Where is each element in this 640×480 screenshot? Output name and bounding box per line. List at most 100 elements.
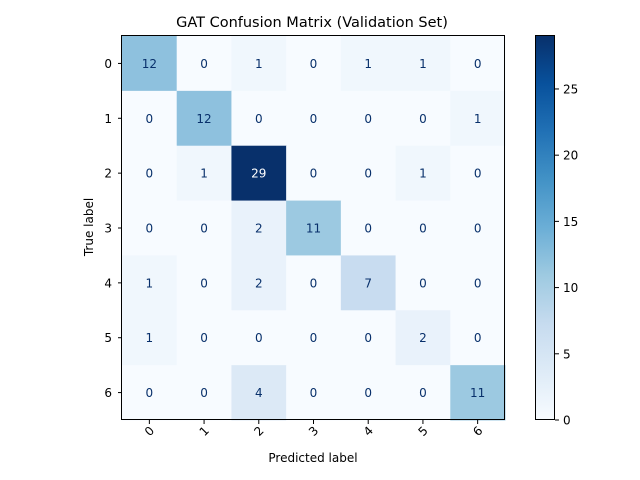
cell-value-label: 0 (310, 386, 318, 400)
cell-value-label: 0 (146, 112, 154, 126)
colorbar-tick-label: 15 (563, 215, 578, 229)
cell-value-label: 1 (200, 167, 208, 181)
cell-value-label: 0 (310, 167, 318, 181)
cell-value-label: 4 (255, 386, 263, 400)
x-tick-label: 1 (197, 424, 212, 439)
heatmap-cell (231, 255, 287, 311)
heatmap-cell (450, 255, 506, 311)
heatmap-cell (340, 255, 397, 311)
cell-value-label: 0 (200, 222, 208, 236)
heatmap-cell (122, 145, 178, 202)
cell-value-label: 0 (310, 57, 318, 71)
x-tick-label: 6 (470, 424, 485, 439)
heatmap-cell (340, 145, 397, 202)
heatmap-cell (176, 36, 232, 92)
heatmap-cell (286, 310, 342, 366)
cell-value-label: 0 (364, 222, 372, 236)
cell-value-label: 0 (146, 167, 154, 181)
heatmap-cell (122, 36, 178, 92)
heatmap-cell (395, 310, 451, 366)
cell-value-label: 1 (146, 331, 154, 345)
heatmap-cell (231, 145, 287, 202)
cell-value-label: 11 (306, 222, 321, 236)
cell-value-label: 0 (364, 386, 372, 400)
x-axis-label: Predicted label (268, 451, 357, 465)
heatmap-cell (231, 200, 287, 256)
cell-value-label: 0 (200, 331, 208, 345)
heatmap-cell (450, 36, 506, 92)
cell-value-label: 0 (419, 112, 427, 126)
colorbar-ticks: 0 5 10 15 20 25 (555, 82, 578, 428)
y-tick-label: 4 (104, 276, 112, 290)
cell-value-label: 0 (474, 331, 482, 345)
heatmap-cell (231, 36, 287, 92)
cell-value-label: 0 (364, 112, 372, 126)
heatmap-cell (450, 200, 506, 256)
heatmap-cell (450, 310, 506, 366)
cell-value-label: 1 (146, 276, 154, 290)
heatmap-cell (450, 145, 506, 202)
x-tick-label: 4 (361, 424, 376, 439)
heatmap-cell (286, 255, 342, 311)
colorbar-tick-label: 10 (563, 281, 578, 295)
y-tick-label: 6 (104, 386, 112, 400)
cell-value-label: 0 (146, 386, 154, 400)
cell-value-label: 1 (419, 167, 427, 181)
heatmap-cell (286, 365, 342, 421)
cell-value-label: 2 (419, 331, 427, 345)
heatmap-cell (176, 200, 232, 256)
cell-value-label: 29 (251, 167, 266, 181)
cell-value-label: 0 (310, 276, 318, 290)
cell-value-label: 0 (200, 57, 208, 71)
cell-value-label: 0 (200, 386, 208, 400)
cell-value-label: 1 (364, 57, 372, 71)
cell-value-label: 0 (310, 112, 318, 126)
heatmap-cell (176, 145, 232, 202)
y-axis-ticks: 0 1 2 3 4 5 6 (104, 57, 122, 400)
heatmap-cell (231, 90, 287, 147)
colorbar-tick-label: 5 (563, 347, 571, 361)
cell-value-label: 12 (142, 57, 157, 71)
heatmap-cell (340, 365, 397, 421)
cell-value-label: 0 (474, 222, 482, 236)
heatmap-cell (286, 200, 342, 256)
heatmap-cell (395, 90, 451, 147)
colorbar: 0 5 10 15 20 25 (535, 35, 578, 428)
heatmap-cell (395, 365, 451, 421)
cell-value-label: 0 (419, 222, 427, 236)
cell-value-label: 0 (419, 386, 427, 400)
heatmap-cell (176, 365, 232, 421)
cell-value-label: 0 (474, 276, 482, 290)
colorbar-tick-label: 25 (563, 82, 578, 96)
heatmap-cell (450, 90, 506, 147)
heatmap-cell (450, 365, 506, 421)
heatmap-cell (395, 200, 451, 256)
cell-value-label: 7 (364, 276, 372, 290)
heatmap-cell (286, 145, 342, 202)
x-tick-label: 2 (251, 424, 266, 439)
cell-value-label: 0 (146, 222, 154, 236)
x-tick-label: 5 (415, 424, 430, 439)
heatmap-cell (231, 365, 287, 421)
heatmap-cell (395, 36, 451, 92)
heatmap-cell (340, 90, 397, 147)
heatmap-cell (122, 90, 178, 147)
colorbar-tick-label: 0 (563, 414, 571, 428)
cell-value-label: 0 (200, 276, 208, 290)
y-tick-label: 1 (104, 112, 112, 126)
y-tick-label: 2 (104, 167, 112, 181)
colorbar-tick-label: 20 (563, 149, 578, 163)
heatmap-cells: 12 0 1 0 1 1 00 12 0 0 0 0 10 1 29 0 0 1 00 0 2 11 0 0 01 0 2 0 7 0 01… (122, 36, 506, 421)
x-tick-label: 0 (142, 424, 157, 439)
cell-value-label: 2 (255, 276, 263, 290)
heatmap-cell (176, 255, 232, 311)
heatmap-cell (286, 90, 342, 147)
cell-value-label: 0 (255, 331, 263, 345)
cell-value-label: 11 (470, 386, 485, 400)
y-tick-label: 5 (104, 331, 112, 345)
cell-value-label: 0 (474, 167, 482, 181)
x-axis-ticks: 0 1 2 3 4 5 6 (142, 420, 485, 439)
heatmap-cell (286, 36, 342, 92)
colorbar-gradient (535, 35, 555, 420)
